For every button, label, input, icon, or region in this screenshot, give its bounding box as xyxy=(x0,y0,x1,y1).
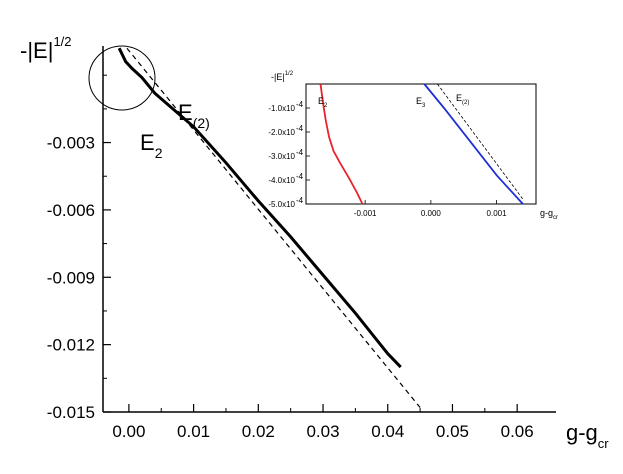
inset-y-tick-label: -5.0x10 xyxy=(268,200,295,209)
inset-series-label-e3: E3 xyxy=(416,96,426,109)
main-x-tick-label: 0.05 xyxy=(436,422,469,441)
main-x-tick-label: 0.04 xyxy=(371,422,404,441)
series-label-e2-dashed: E(2) xyxy=(178,100,210,131)
inset-series-e2-dashed-line xyxy=(437,83,524,200)
main-x-ticks: 0.00 0.01 0.02 0.03 0.04 0.05 0.06 xyxy=(112,404,534,441)
main-y-tick-label: -0.006 xyxy=(47,201,95,220)
inset-y-tick-label: -3.0x10 xyxy=(268,152,295,161)
main-x-tick-label: 0.01 xyxy=(177,422,210,441)
inset-x-tick-label: 0.001 xyxy=(487,209,508,218)
inset-y-tick-exponent: -4 xyxy=(296,196,304,205)
highlight-circle-annotation xyxy=(88,45,156,111)
main-y-tick-label: -0.015 xyxy=(47,403,95,422)
main-y-tick-label: -0.003 xyxy=(47,134,95,153)
main-y-tick-label: -0.009 xyxy=(47,268,95,287)
inset-series-label-e2: E2 xyxy=(318,96,328,109)
main-x-tick-label: 0.00 xyxy=(112,422,145,441)
main-y-tick-label: -0.012 xyxy=(47,336,95,355)
inset-x-tick-label: 0.000 xyxy=(421,209,442,218)
inset-series-e2-line xyxy=(319,83,364,205)
main-series-e2-line xyxy=(117,47,402,369)
inset-series-e3-line xyxy=(423,83,524,205)
main-y-axis-title: -|E|1/2 xyxy=(20,34,72,63)
main-x-axis-title: g-gcr xyxy=(566,420,609,451)
inset-y-tick-label: -1.0x10 xyxy=(268,104,295,113)
inset-y-axis-title: -|E|1/2 xyxy=(271,71,294,82)
main-x-tick-label: 0.06 xyxy=(501,422,534,441)
inset-series-label-e2-dashed: E(2) xyxy=(456,93,469,106)
inset-y-tick-exponent: -4 xyxy=(296,172,304,181)
inset-x-ticks: -0.001 0.000 0.001 xyxy=(354,200,507,218)
inset-y-tick-exponent: -4 xyxy=(296,148,304,157)
main-y-ticks: -0.003 -0.006 -0.009 -0.012 -0.015 xyxy=(47,74,111,422)
inset-y-tick-label: -4.0x10 xyxy=(268,176,295,185)
inset-plot: -0.001 0.000 0.001 -1.0x10 -4-2.0x10 -4-3.0x… xyxy=(268,71,558,221)
inset-frame xyxy=(305,83,537,205)
series-label-e2: E2 xyxy=(140,130,163,161)
main-x-tick-label: 0.03 xyxy=(306,422,339,441)
inset-x-tick-label: -0.001 xyxy=(354,209,377,218)
inset-y-tick-label: -2.0x10 xyxy=(268,128,295,137)
inset-y-ticks: -1.0x10 -4-2.0x10 -4-3.0x10 -4-4.0x10 -4-5.0… xyxy=(268,100,310,209)
main-x-tick-label: 0.02 xyxy=(242,422,275,441)
inset-x-axis-title: g-gcr xyxy=(540,208,558,221)
inset-y-tick-exponent: -4 xyxy=(296,124,304,133)
inset-y-tick-exponent: -4 xyxy=(296,100,304,109)
